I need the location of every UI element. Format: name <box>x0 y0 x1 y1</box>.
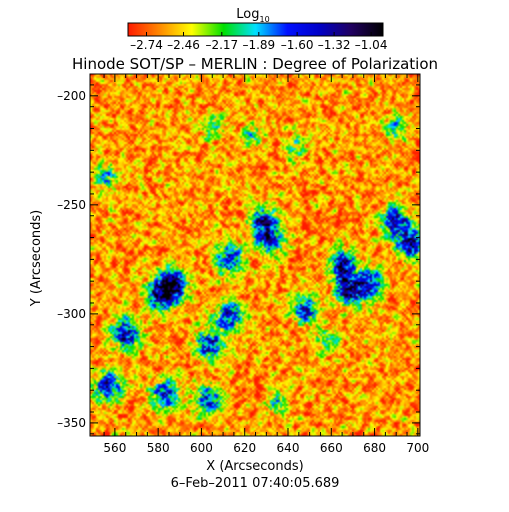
y-tick-label: –300 <box>57 307 86 321</box>
colorbar-ticks: –2.74 –2.46 –2.17 –1.89 –1.60 –1.32 –1.04 <box>130 32 387 52</box>
y-axis-label: Y (Arcseconds) <box>29 210 44 307</box>
colorbar: Log10 –2.74 –2.46 –2.17 –1.89 –1.60 –1.32 –1.0… <box>127 7 387 52</box>
y-tick-label: –350 <box>57 416 86 430</box>
chart-title: Hinode SOT/SP – MERLIN : Degree of Polar… <box>72 55 438 73</box>
observation-timestamp: 6–Feb–2011 07:40:05.689 <box>171 476 340 491</box>
x-axis-label: X (Arcseconds) <box>206 459 303 474</box>
colorbar-tick-label: –1.04 <box>355 38 388 52</box>
plot-area: 560 580 600 620 640 660 680 700 –200 –250 –300 –35… <box>57 73 429 455</box>
y-axis: –200 –250 –300 –350 <box>57 84 420 435</box>
y-tick-label: –200 <box>57 89 86 103</box>
x-tick-label: 580 <box>147 441 170 455</box>
colorbar-tick-label: –2.17 <box>205 38 238 52</box>
x-tick-label: 660 <box>320 441 343 455</box>
colorbar-label: Log10 <box>236 7 269 24</box>
y-tick-label: –250 <box>57 198 86 212</box>
plot-frame <box>89 73 421 437</box>
colorbar-label-subscript: 10 <box>260 15 270 24</box>
x-tick-label: 680 <box>363 441 386 455</box>
colorbar-tick-label: –2.46 <box>167 38 200 52</box>
polarization-heatmap <box>90 74 420 436</box>
x-tick-label: 560 <box>103 441 126 455</box>
colorbar-tick-label: –1.89 <box>242 38 275 52</box>
x-tick-label: 700 <box>406 441 429 455</box>
x-tick-label: 620 <box>233 441 256 455</box>
colorbar-tick-label: –1.60 <box>281 38 314 52</box>
colorbar-scale <box>127 22 384 37</box>
x-tick-label: 640 <box>277 441 300 455</box>
colorbar-tick-label: –1.32 <box>318 38 351 52</box>
colorbar-label-base: Log <box>236 7 259 22</box>
colorbar-tick-label: –2.74 <box>130 38 163 52</box>
x-tick-label: 600 <box>190 441 213 455</box>
x-axis: 560 580 600 620 640 660 680 700 <box>103 74 429 455</box>
